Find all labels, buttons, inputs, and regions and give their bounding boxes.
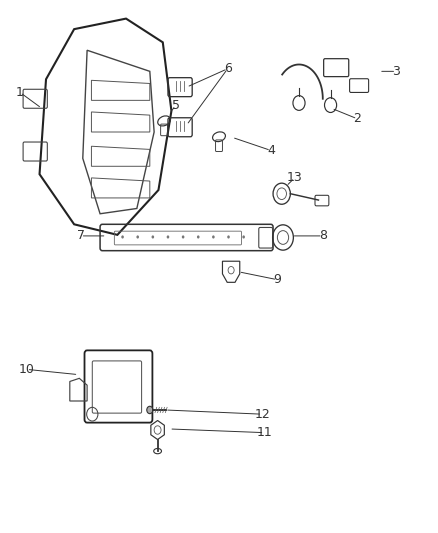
Text: 9: 9 [273, 273, 281, 286]
Text: 11: 11 [257, 426, 272, 439]
Text: 8: 8 [319, 229, 327, 243]
Circle shape [136, 236, 139, 239]
Circle shape [227, 236, 230, 239]
Circle shape [167, 236, 169, 239]
Text: 5: 5 [172, 99, 180, 112]
Circle shape [121, 236, 124, 239]
Text: 4: 4 [267, 144, 275, 157]
Text: 6: 6 [224, 62, 232, 75]
Circle shape [182, 236, 184, 239]
Text: 2: 2 [353, 112, 361, 125]
Circle shape [147, 406, 153, 414]
Circle shape [212, 236, 215, 239]
Text: 1: 1 [16, 86, 24, 99]
Text: 7: 7 [77, 229, 85, 243]
Circle shape [242, 236, 245, 239]
Text: 12: 12 [254, 408, 270, 421]
Text: 13: 13 [287, 172, 303, 184]
Text: 10: 10 [19, 363, 35, 376]
Text: 3: 3 [392, 65, 400, 78]
Circle shape [152, 236, 154, 239]
Circle shape [197, 236, 200, 239]
